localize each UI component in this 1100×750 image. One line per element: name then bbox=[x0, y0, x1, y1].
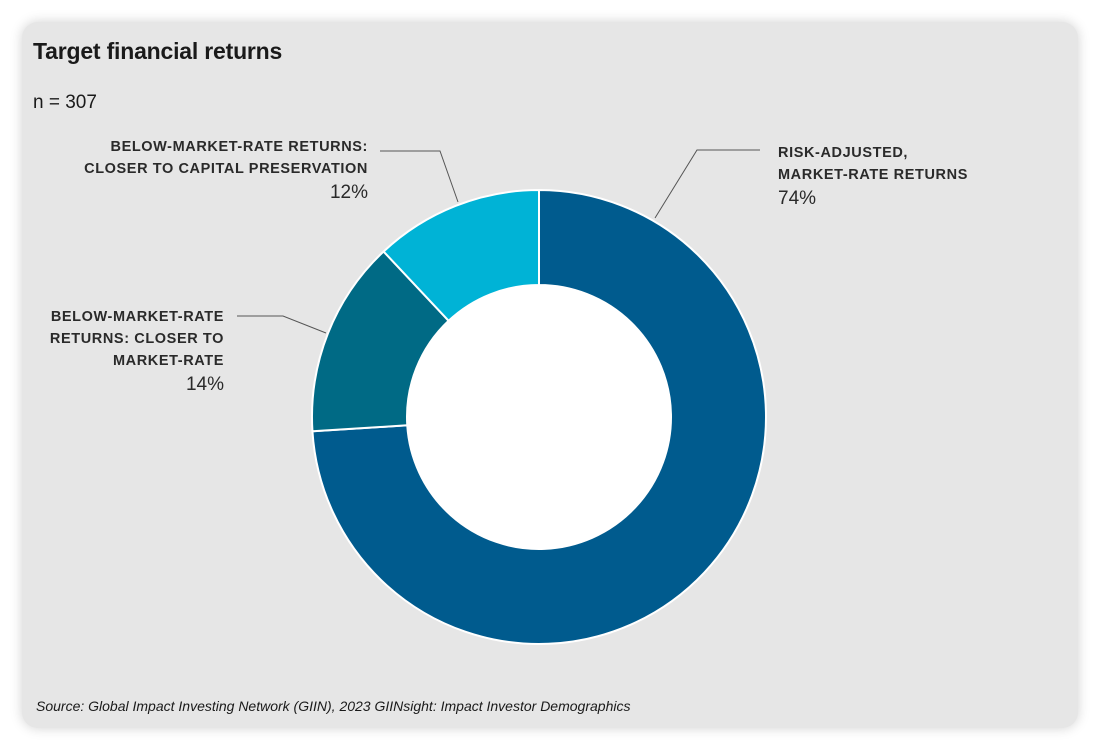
source-note: Source: Global Impact Investing Network … bbox=[36, 698, 631, 714]
leader-line-2 bbox=[237, 315, 327, 334]
donut-hole bbox=[407, 285, 671, 549]
chart-title: Target financial returns bbox=[33, 38, 283, 64]
slice-value-2: 14% bbox=[186, 374, 224, 395]
sample-size: n = 307 bbox=[33, 92, 97, 113]
slice-label-2-line-1: BELOW-MARKET-RATE bbox=[51, 309, 224, 325]
slice-label-3-line-2: CLOSER TO CAPITAL PRESERVATION bbox=[84, 161, 368, 177]
leader-line-1 bbox=[654, 149, 760, 219]
leader-line-3 bbox=[380, 150, 459, 203]
slice-label-1-line-2: MARKET-RATE RETURNS bbox=[778, 167, 968, 183]
slice-value-3: 12% bbox=[330, 182, 368, 203]
slice-value-1: 74% bbox=[778, 188, 816, 209]
slice-label-2-line-2: RETURNS: CLOSER TO bbox=[50, 331, 224, 347]
slice-label-1-line-1: RISK-ADJUSTED, bbox=[778, 145, 908, 161]
slice-label-3-line-1: BELOW-MARKET-RATE RETURNS: bbox=[111, 139, 369, 155]
slice-label-2-line-3: MARKET-RATE bbox=[113, 353, 224, 369]
